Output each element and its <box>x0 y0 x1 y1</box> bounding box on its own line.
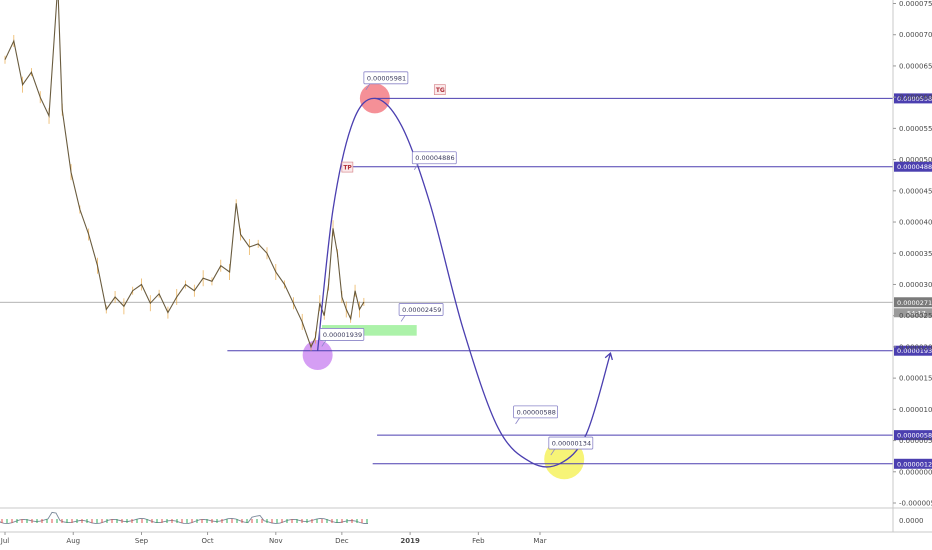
mark-text: TP <box>343 165 352 172</box>
callout-box <box>411 151 457 165</box>
level-badge <box>894 93 932 104</box>
y-tick-label: 0.00001500 <box>899 375 932 383</box>
callout-box <box>548 436 594 450</box>
projection-arrowhead <box>604 351 613 361</box>
y-tick-label: -0.00000500 <box>899 500 932 508</box>
y-tick-label: 0.00003500 <box>899 250 932 258</box>
x-tick-label: Nov <box>269 537 283 545</box>
level-badge <box>894 430 932 441</box>
callout-pointer <box>413 163 419 170</box>
level-badge <box>894 345 932 356</box>
y-tick-label: 0.00006500 <box>899 62 932 70</box>
projection-curve[interactable] <box>316 97 613 468</box>
y-tick-label: 0.00000000 <box>899 468 932 476</box>
callout-pointer <box>550 448 556 456</box>
callout-text: 0.00001939 <box>323 331 362 339</box>
level-badge-text: 0.00004886 <box>897 163 932 171</box>
mark-box <box>433 84 446 96</box>
chart-marks: TG TP <box>341 84 446 173</box>
x-tick-label: Feb <box>472 537 485 545</box>
callout-text: 0.00005981 <box>367 74 406 82</box>
countdown-text: 54:17 <box>907 309 926 317</box>
y-tick-label: 0.00005000 <box>899 156 932 164</box>
callout-pointer <box>365 83 371 91</box>
indicator-pane: 0.0000 <box>0 511 924 525</box>
indicator-axis-label: 0.0000 <box>899 517 924 525</box>
highlight-circle <box>302 340 333 371</box>
countdown-badge <box>894 308 932 318</box>
mark-box <box>341 161 354 173</box>
x-tick-label: Oct <box>201 537 213 545</box>
callout-box <box>363 71 409 85</box>
x-tick-label: Sep <box>135 537 149 545</box>
y-tick-label: 0.00006000 <box>899 94 932 102</box>
x-tick-label: 2019 <box>400 537 420 545</box>
current-price-badge <box>894 297 932 308</box>
level-badge-text: 0.00001939 <box>897 347 932 355</box>
y-tick-label: 0.00003000 <box>899 281 932 289</box>
x-tick-label: Dec <box>335 537 349 545</box>
x-tick-label: Mar <box>533 537 546 545</box>
callout-pointer <box>515 417 520 425</box>
callout-pointer <box>400 315 406 322</box>
time-axis[interactable]: Jul Aug Sep Oct Nov Dec 2019 Feb Mar <box>0 531 932 545</box>
callout-box <box>319 328 365 341</box>
level-badge-text: 0.00000128 <box>897 460 932 468</box>
y-tick-label: 0.00001000 <box>899 406 932 414</box>
price-series <box>4 0 365 351</box>
y-tick-label: 0.00002000 <box>899 343 932 351</box>
level-badge <box>894 161 932 172</box>
x-tick-label: Aug <box>66 537 80 545</box>
x-tick-label: Jul <box>0 537 9 545</box>
callout-text: 0.00000588 <box>517 408 556 416</box>
callout-pointer <box>321 340 327 347</box>
level-badge <box>894 458 932 469</box>
support-zone-rect <box>322 325 417 336</box>
support-zone <box>322 325 417 336</box>
mark-text: TG <box>436 87 445 94</box>
y-tick-label: 0.00002500 <box>899 312 932 320</box>
callout-box <box>513 405 558 419</box>
callout-text: 0.00004886 <box>415 154 454 162</box>
level-badge-text: 0.00000587 <box>897 432 932 440</box>
callout-box <box>398 303 444 316</box>
y-tick-label: 0.00004000 <box>899 219 932 227</box>
y-tick-label: 0.00007500 <box>899 0 932 8</box>
y-tick-label: 0.00004500 <box>899 187 932 195</box>
highlight-circles <box>302 83 585 480</box>
y-tick-label: 0.00007000 <box>899 31 932 39</box>
y-tick-label: 0.00005500 <box>899 125 932 133</box>
callout-text: 0.00002459 <box>402 306 441 314</box>
price-axis[interactable]: 0.00007500 0.00007000 0.00006500 0.00006000… <box>892 0 932 532</box>
y-tick-label: 0.00000500 <box>899 437 932 445</box>
price-callouts: 0.00005981 0.00004886 0.00002459 0.00001939… <box>319 71 594 456</box>
price-line <box>4 0 365 349</box>
indicator-line <box>0 511 368 525</box>
projection-path <box>316 97 612 468</box>
callout-text: 0.00000134 <box>552 440 591 448</box>
